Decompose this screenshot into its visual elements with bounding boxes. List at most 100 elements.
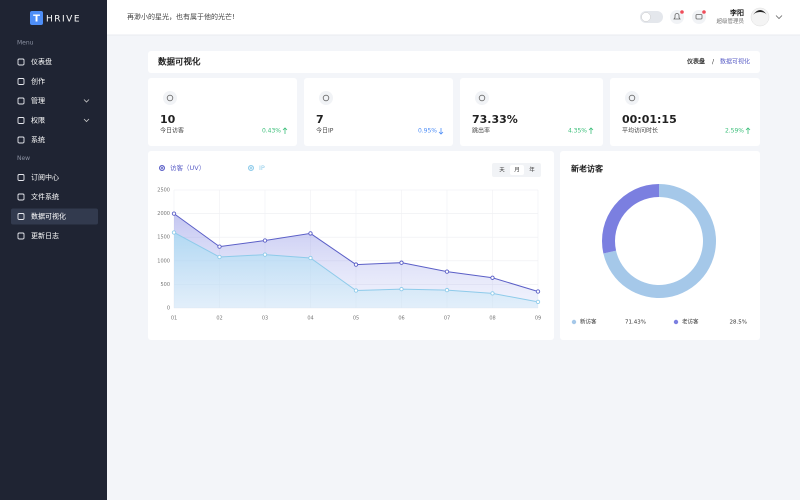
sidebar-expand-arrow (83, 118, 90, 123)
sidebar-expand-arrow (83, 99, 90, 103)
data-point (444, 269, 450, 274)
x-tick-label: 09 (535, 316, 541, 322)
trend-arrow (588, 127, 594, 134)
legend-marker-dot (250, 167, 252, 169)
data-point (399, 286, 404, 292)
message-button[interactable] (692, 10, 706, 24)
stat-icon-glyph (166, 94, 174, 102)
legend-label[interactable]: 访客（UV） (170, 163, 205, 172)
avatar-hair (753, 10, 767, 15)
data-point (490, 291, 495, 296)
sidebar-icon (17, 213, 25, 220)
legend-label[interactable]: IP (259, 164, 265, 172)
breadcrumb-card (148, 51, 760, 73)
y-tick-label: 2500 (157, 188, 170, 194)
stat-icon-glyph (628, 94, 636, 102)
breadcrumb-current: 数据可视化 (720, 58, 750, 66)
value-label: 71.43% (625, 320, 646, 326)
donut-chart-card (560, 151, 760, 340)
notification-button[interactable] (670, 10, 684, 24)
header (107, 0, 800, 35)
data-point (308, 255, 313, 261)
data-point (535, 289, 541, 294)
sidebar-section-title: New (17, 155, 30, 162)
sidebar-item[interactable]: 订阅中心 (31, 173, 59, 182)
data-point (262, 238, 268, 243)
stat-card (610, 78, 760, 146)
legend-marker-dot (161, 167, 163, 169)
sidebar-icon (17, 97, 25, 105)
trend-arrow (282, 127, 288, 134)
data-point (262, 252, 268, 257)
sidebar-item[interactable]: 系统 (31, 135, 45, 144)
period-option[interactable]: 月 (514, 167, 520, 174)
sidebar-item[interactable]: 数据可视化 (31, 212, 66, 221)
stat-label: 今日IP (316, 127, 334, 135)
data-point (490, 275, 495, 280)
stat-change: 2.59% (725, 128, 744, 135)
x-tick-label: 03 (262, 316, 268, 322)
sidebar-item[interactable]: 文件系统 (31, 192, 59, 201)
data-point (171, 211, 177, 216)
sidebar-icon (17, 232, 25, 240)
user-menu-chevron[interactable] (775, 15, 783, 20)
legend-label: 新访客 (580, 318, 597, 326)
sidebar-active-bg (11, 208, 98, 225)
x-tick-label: 04 (307, 316, 313, 322)
x-tick-label: 01 (171, 316, 177, 322)
data-point (444, 287, 450, 293)
stat-icon (625, 91, 639, 105)
sidebar-icon (17, 117, 25, 124)
data-point (353, 262, 359, 267)
stat-card (148, 78, 297, 146)
data-point (535, 299, 541, 305)
stat-icon (163, 91, 177, 105)
period-option[interactable]: 天 (499, 167, 505, 174)
stat-label: 今日访客 (160, 127, 184, 135)
breadcrumb-separator: / (712, 59, 715, 66)
sidebar-item[interactable]: 管理 (31, 96, 45, 105)
stat-value: 73.33% (472, 113, 518, 126)
notification-dot (680, 10, 684, 14)
sidebar-icon (17, 174, 25, 181)
user-role: 超级管理员 (716, 17, 744, 25)
y-tick-label: 2000 (157, 211, 170, 217)
logo-text: HRIVE (46, 15, 81, 25)
sidebar-icon (17, 136, 25, 144)
trend-arrow (438, 128, 444, 135)
chart-title: 新老访客 (571, 164, 604, 174)
sidebar-item[interactable]: 权限 (31, 116, 45, 125)
y-tick-label: 500 (160, 282, 170, 288)
data-point (308, 231, 313, 236)
logo-mark-bg (30, 11, 43, 25)
data-point (217, 244, 222, 249)
sidebar-item[interactable]: 仪表盘 (31, 57, 52, 66)
y-tick-label: 1500 (157, 235, 170, 241)
breadcrumb-link[interactable]: 仪表盘 (686, 58, 705, 66)
period-option[interactable]: 年 (529, 166, 535, 174)
message-icon (695, 14, 703, 20)
stat-change: 0.95% (418, 128, 437, 135)
data-point (217, 254, 222, 260)
sidebar-icon (17, 78, 25, 85)
x-tick-label: 08 (489, 316, 495, 322)
stat-icon-glyph (478, 94, 486, 102)
sidebar-icon (17, 58, 25, 66)
legend-marker (571, 319, 577, 325)
sidebar (0, 0, 107, 500)
slogan: 再渺小的星光，也有属于他的光芒! (127, 12, 235, 21)
stat-icon-glyph (322, 94, 330, 102)
sidebar-item[interactable]: 创作 (31, 77, 45, 86)
page-title: 数据可视化 (158, 57, 201, 68)
stat-change: 4.35% (568, 128, 587, 135)
sidebar-section-title: Menu (17, 40, 34, 47)
value-label: 28.5% (730, 320, 747, 326)
data-point (353, 288, 359, 293)
x-tick-label: 02 (216, 316, 222, 322)
logo-mark: T (33, 14, 40, 25)
stat-value: 7 (316, 113, 324, 126)
data-point (399, 260, 404, 265)
sidebar-item[interactable]: 更新日志 (31, 231, 59, 240)
